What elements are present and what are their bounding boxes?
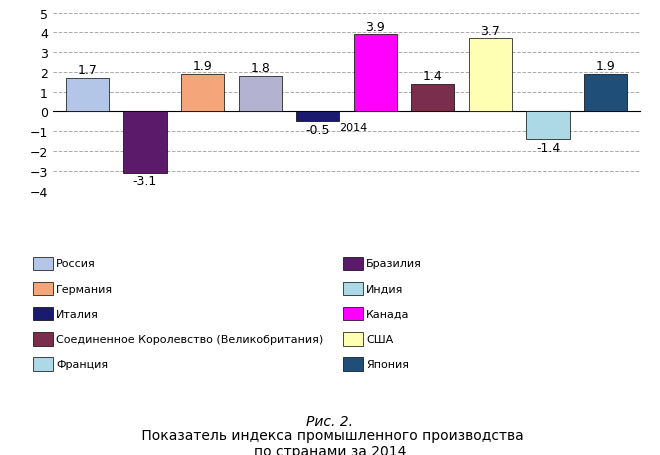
Text: 2014: 2014 (340, 123, 368, 133)
Text: США: США (366, 334, 393, 344)
Bar (123, 112, 166, 173)
Bar (411, 85, 455, 112)
Bar (584, 75, 627, 112)
Text: Япония: Япония (366, 359, 409, 369)
Text: -0.5: -0.5 (306, 124, 330, 136)
Bar (527, 112, 570, 140)
Text: -1.4: -1.4 (536, 142, 560, 154)
Bar (469, 39, 512, 112)
Text: Показатель индекса промышленного производства
по странами за 2014: Показатель индекса промышленного произво… (137, 428, 523, 455)
Bar (66, 79, 109, 112)
Text: 1.8: 1.8 (250, 62, 270, 75)
Text: 1.4: 1.4 (423, 70, 443, 83)
Text: 1.9: 1.9 (596, 60, 616, 73)
Text: Германия: Германия (56, 284, 114, 294)
Text: Россия: Россия (56, 259, 96, 269)
Text: Бразилия: Бразилия (366, 259, 422, 269)
Text: 1.7: 1.7 (77, 64, 97, 77)
Text: 3.9: 3.9 (366, 21, 385, 34)
Text: -3.1: -3.1 (133, 175, 157, 188)
Text: Франция: Франция (56, 359, 108, 369)
Text: Канада: Канада (366, 309, 410, 319)
Text: 3.7: 3.7 (480, 25, 500, 38)
Text: 1.9: 1.9 (193, 60, 213, 73)
Text: Индия: Индия (366, 284, 404, 294)
Text: Рис. 2.: Рис. 2. (306, 414, 354, 428)
Text: Италия: Италия (56, 309, 99, 319)
Bar (238, 77, 282, 112)
Bar (181, 75, 224, 112)
Bar (296, 112, 339, 122)
Bar (354, 35, 397, 112)
Text: Соединенное Королевство (Великобритания): Соединенное Королевство (Великобритания) (56, 334, 323, 344)
